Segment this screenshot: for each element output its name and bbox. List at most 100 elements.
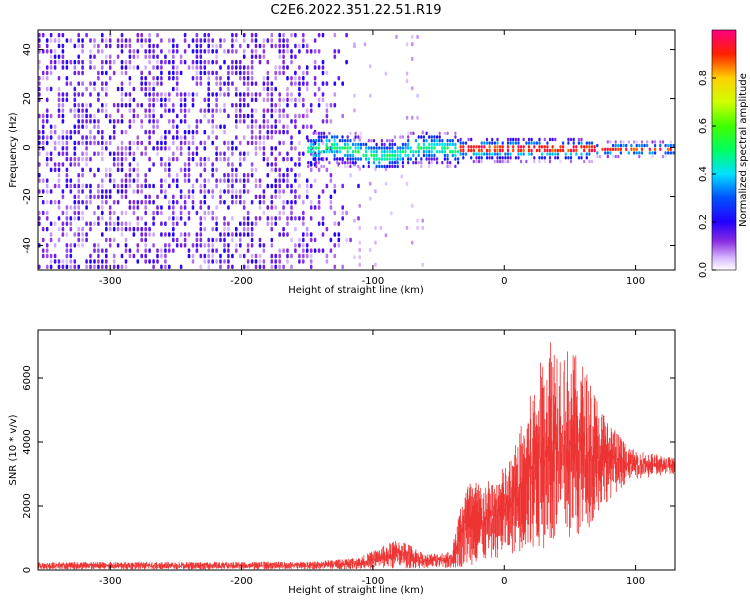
heatmap-cell bbox=[152, 216, 155, 221]
heatmap-cell bbox=[619, 140, 622, 144]
heatmap-cell bbox=[294, 70, 297, 76]
heatmap-cell bbox=[152, 97, 155, 103]
heatmap-cell bbox=[654, 143, 657, 148]
heatmap-cell bbox=[124, 210, 128, 216]
heatmap-cell bbox=[325, 142, 328, 147]
heatmap-cell bbox=[57, 151, 61, 156]
heatmap-cell bbox=[227, 189, 230, 194]
heatmap-cell bbox=[53, 167, 57, 173]
heatmap-cell bbox=[622, 143, 625, 148]
heatmap-cell bbox=[215, 151, 218, 156]
heatmap-cell bbox=[250, 119, 254, 124]
heatmap-cell bbox=[112, 124, 116, 129]
heatmap-cell bbox=[112, 226, 116, 232]
heatmap-cell bbox=[231, 232, 234, 237]
heatmap-cell bbox=[669, 147, 672, 151]
heatmap-cell bbox=[231, 253, 234, 259]
heatmap-cell bbox=[564, 152, 567, 156]
heatmap-cell bbox=[128, 226, 132, 232]
heatmap-cell bbox=[349, 173, 352, 178]
heatmap-cell bbox=[294, 54, 297, 59]
heatmap-cell bbox=[69, 162, 73, 167]
heatmap-cell bbox=[388, 131, 391, 135]
heatmap-cell bbox=[246, 221, 250, 226]
heatmap-cell bbox=[430, 146, 433, 150]
heatmap-cell bbox=[246, 264, 250, 270]
heatmap-cell bbox=[49, 151, 53, 156]
heatmap-cell bbox=[57, 108, 61, 113]
heatmap-cell bbox=[321, 92, 325, 97]
heatmap-cell bbox=[140, 70, 143, 76]
heatmap-cell bbox=[422, 146, 425, 150]
heatmap-cell bbox=[337, 76, 341, 81]
heatmap-cell bbox=[61, 59, 65, 65]
heatmap-cell bbox=[207, 86, 210, 92]
heatmap-cell bbox=[187, 178, 191, 183]
heatmap-cell bbox=[73, 146, 77, 151]
heatmap-cell bbox=[612, 143, 615, 148]
heatmap-cell bbox=[329, 200, 333, 205]
heatmap-cell bbox=[286, 173, 289, 178]
heatmap-cell bbox=[470, 156, 473, 160]
heatmap-cell bbox=[112, 162, 116, 167]
heatmap-cell bbox=[266, 173, 270, 178]
heatmap-cell bbox=[105, 264, 108, 270]
heatmap-cell bbox=[282, 108, 285, 113]
heatmap-cell bbox=[183, 32, 187, 38]
heatmap-cell bbox=[203, 194, 207, 200]
heatmap-cell bbox=[325, 103, 329, 108]
heatmap-cell bbox=[538, 159, 541, 164]
heatmap-cell bbox=[266, 92, 270, 97]
heatmap-cell bbox=[120, 194, 124, 200]
heatmap-cell bbox=[132, 86, 136, 92]
heatmap-cell bbox=[322, 270, 325, 275]
heatmap-cell bbox=[407, 139, 410, 143]
heatmap-cell bbox=[93, 135, 96, 140]
heatmap-cell bbox=[45, 43, 49, 49]
heatmap-cell bbox=[393, 131, 397, 135]
heatmap-cell bbox=[168, 232, 171, 237]
heatmap-cell bbox=[250, 108, 254, 113]
heatmap-cell bbox=[493, 152, 496, 156]
heatmap-cell bbox=[239, 151, 242, 156]
heatmap-cell bbox=[325, 139, 328, 143]
heatmap-cell bbox=[359, 157, 362, 161]
heatmap-cell bbox=[175, 173, 179, 178]
heatmap-cell bbox=[546, 148, 549, 153]
heatmap-cell bbox=[239, 194, 242, 200]
heatmap-cell bbox=[77, 32, 80, 38]
heatmap-cell bbox=[184, 270, 187, 275]
heatmap-cell bbox=[61, 97, 65, 103]
heatmap-cell bbox=[195, 38, 199, 43]
heatmap-cell bbox=[191, 92, 195, 97]
heatmap-cell bbox=[89, 259, 92, 264]
heatmap-cell bbox=[101, 270, 104, 275]
heatmap-cell bbox=[101, 210, 104, 216]
heatmap-cell bbox=[320, 139, 323, 143]
heatmap-cell bbox=[436, 161, 439, 165]
heatmap-cell bbox=[506, 148, 510, 153]
heatmap-cell bbox=[640, 147, 644, 151]
heatmap-cell bbox=[480, 148, 483, 153]
heatmap-cell bbox=[148, 200, 151, 205]
heatmap-cell bbox=[187, 124, 191, 129]
heatmap-cell bbox=[152, 200, 155, 205]
heatmap-cell bbox=[172, 103, 175, 108]
heatmap-cell bbox=[254, 81, 258, 86]
heatmap-cell bbox=[488, 145, 491, 149]
heatmap-cell bbox=[325, 108, 329, 113]
heatmap-cell bbox=[286, 151, 289, 156]
heatmap-cell bbox=[191, 151, 195, 156]
heatmap-cell bbox=[317, 49, 321, 54]
heatmap-cell bbox=[195, 49, 199, 54]
colorbar-tick-label: 0.8 bbox=[698, 70, 709, 86]
heatmap-cell bbox=[467, 145, 470, 149]
heatmap-cell bbox=[501, 159, 504, 164]
heatmap-cell bbox=[183, 108, 187, 113]
heatmap-cell bbox=[57, 167, 61, 173]
heatmap-cell bbox=[235, 270, 238, 275]
heatmap-cell bbox=[349, 164, 352, 169]
heatmap-cell bbox=[160, 146, 163, 151]
heatmap-cell bbox=[148, 167, 151, 173]
heatmap-cell bbox=[235, 243, 238, 248]
